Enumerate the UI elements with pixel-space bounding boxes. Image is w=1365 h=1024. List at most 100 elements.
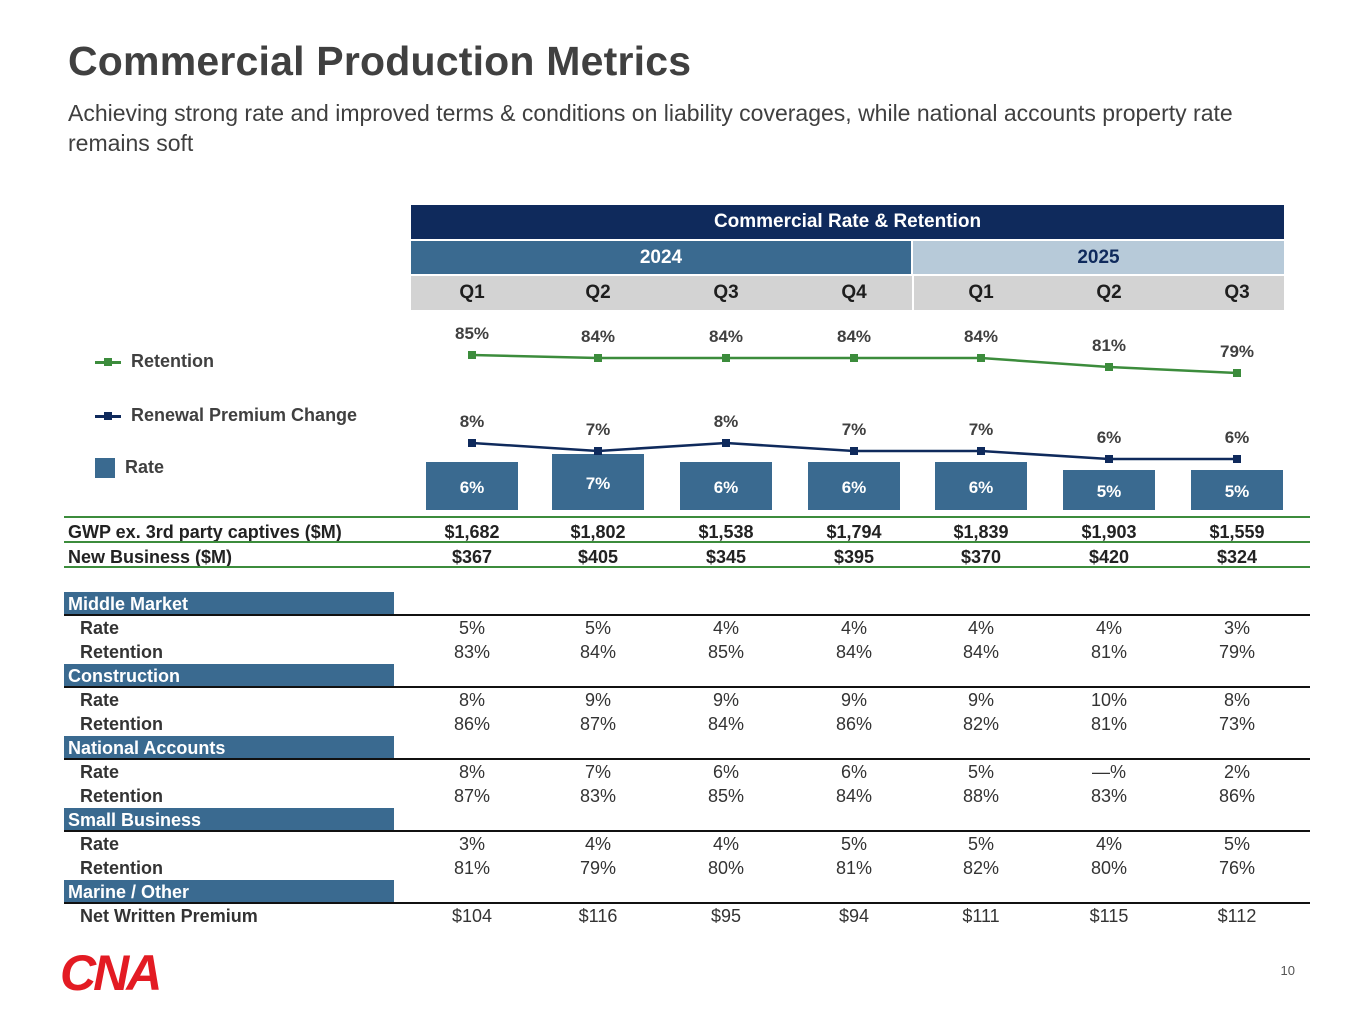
retention-legend-marker-icon bbox=[95, 357, 121, 366]
section-rule-small-business bbox=[64, 830, 1310, 832]
middle-market-rate-row-value-1: 5% bbox=[458, 618, 485, 638]
national-accounts-retention-row-value-1: 87% bbox=[453, 786, 491, 806]
small-business-rate-row-value-7: 5% bbox=[1223, 834, 1250, 854]
construction-retention-row-value-4: 86% bbox=[835, 714, 873, 734]
quarter-header-4: Q4 bbox=[841, 282, 867, 303]
renewal-label-5: 7% bbox=[969, 420, 994, 439]
legend-renewal: Renewal Premium Change bbox=[95, 405, 357, 426]
retention-label-6: 81% bbox=[1092, 336, 1126, 355]
national-accounts-retention-row-label: Retention bbox=[80, 786, 163, 806]
page-subtitle: Achieving strong rate and improved terms… bbox=[68, 100, 1233, 156]
construction-retention-row-value-5: 82% bbox=[962, 714, 1000, 734]
small-business-retention-row-value-3: 80% bbox=[707, 858, 745, 878]
gwp-row-value-3: $1,538 bbox=[698, 522, 754, 542]
page-title: Commercial Production Metrics bbox=[68, 38, 692, 84]
retention-point-7 bbox=[1233, 369, 1241, 377]
quarter-header-2: Q2 bbox=[585, 282, 611, 303]
small-business-retention-row: Retention 81% 79% 80% 81% 82% 80% 76% bbox=[0, 856, 1365, 880]
legend-rate-label: Rate bbox=[125, 457, 165, 477]
small-business-rate-row-value-2: 4% bbox=[584, 834, 611, 854]
small-business-retention-row-value-5: 82% bbox=[962, 858, 1000, 878]
retention-label-4: 84% bbox=[837, 327, 871, 346]
renewal-point-1 bbox=[468, 439, 476, 447]
marine-other-net-written-premium-row-label: Net Written Premium bbox=[80, 906, 258, 926]
middle-market-rate-row-value-3: 4% bbox=[712, 618, 739, 638]
construction-rate-row-value-4: 9% bbox=[840, 690, 867, 710]
rate-label-7: 5% bbox=[1225, 482, 1250, 501]
rate-label-6: 5% bbox=[1097, 482, 1122, 501]
table-header-title: Commercial Rate & Retention bbox=[411, 205, 1284, 239]
middle-market-rate-row: Rate 5% 5% 4% 4% 4% 4% 3% bbox=[0, 616, 1365, 640]
renewal-point-3 bbox=[722, 439, 730, 447]
gwp-row-value-1: $1,682 bbox=[444, 522, 500, 542]
small-business-rate-row-value-3: 4% bbox=[712, 834, 739, 854]
marine-other-net-written-premium-row: Net Written Premium $104 $116 $95 $94 $111 $11… bbox=[0, 904, 1365, 928]
rate-label-1: 6% bbox=[460, 478, 485, 497]
construction-rate-row: Rate 8% 9% 9% 9% 9% 10% 8% bbox=[0, 688, 1365, 712]
rate-bar-2 bbox=[552, 454, 644, 510]
retention-point-1 bbox=[468, 351, 476, 359]
rate-label-4: 6% bbox=[842, 478, 867, 497]
renewal-label-1: 8% bbox=[460, 412, 485, 431]
national-accounts-retention-row-value-3: 85% bbox=[707, 786, 745, 806]
national-accounts-rate-row-label: Rate bbox=[80, 762, 120, 782]
section-header-middle-market: Middle Market bbox=[64, 592, 394, 615]
retention-point-6 bbox=[1105, 363, 1113, 371]
new-business-row-value-6: $420 bbox=[1088, 547, 1130, 567]
construction-retention-row-label: Retention bbox=[80, 714, 163, 734]
gwp-row-value-5: $1,839 bbox=[953, 522, 1009, 542]
national-accounts-retention-row-value-5: 88% bbox=[962, 786, 1000, 806]
middle-market-retention-row: Retention 83% 84% 85% 84% 84% 81% 79% bbox=[0, 640, 1365, 664]
marine-other-net-written-premium-row-value-6: $115 bbox=[1089, 906, 1129, 926]
construction-rate-row-label: Rate bbox=[80, 690, 120, 710]
small-business-retention-row-value-6: 80% bbox=[1090, 858, 1128, 878]
gwp-bottom-rule bbox=[64, 566, 1310, 568]
new-business-row-value-2: $405 bbox=[577, 547, 619, 567]
construction-rate-row-value-7: 8% bbox=[1223, 690, 1250, 710]
gwp-row: GWP ex. 3rd party captives ($M) $1,682 $1,… bbox=[0, 520, 1365, 544]
quarter-header-6: Q2 bbox=[1096, 282, 1122, 303]
marine-other-net-written-premium-row-value-4: $94 bbox=[838, 906, 870, 926]
national-accounts-rate-row-value-7: 2% bbox=[1223, 762, 1250, 782]
middle-market-retention-row-value-3: 85% bbox=[707, 642, 745, 662]
gwp-top-rule bbox=[64, 516, 1310, 518]
renewal-label-7: 6% bbox=[1225, 428, 1250, 447]
middle-market-rate-row-label: Rate bbox=[80, 618, 120, 638]
section-header-construction: Construction bbox=[64, 664, 394, 687]
retention-point-2 bbox=[594, 354, 602, 362]
gwp-row-value-4: $1,794 bbox=[826, 522, 882, 542]
national-accounts-retention-row: Retention 87% 83% 85% 84% 88% 83% 86% bbox=[0, 784, 1365, 808]
renewal-label-6: 6% bbox=[1097, 428, 1122, 447]
year-header-2024: 2024 bbox=[411, 241, 911, 274]
renewal-legend-marker-icon bbox=[95, 411, 121, 420]
marine-other-net-written-premium-row-value-3: $95 bbox=[710, 906, 742, 926]
year-divider bbox=[912, 276, 914, 310]
small-business-retention-row-value-4: 81% bbox=[835, 858, 873, 878]
national-accounts-retention-row-value-2: 83% bbox=[579, 786, 617, 806]
gwp-mid-rule bbox=[64, 541, 1310, 543]
retention-point-3 bbox=[722, 354, 730, 362]
construction-retention-row-value-2: 87% bbox=[579, 714, 617, 734]
middle-market-rate-row-value-2: 5% bbox=[584, 618, 611, 638]
retention-point-5 bbox=[977, 354, 985, 362]
small-business-rate-row-value-5: 5% bbox=[967, 834, 994, 854]
legend-retention-label: Retention bbox=[131, 351, 214, 371]
construction-rate-row-value-3: 9% bbox=[712, 690, 739, 710]
quarter-header-3: Q3 bbox=[713, 282, 739, 303]
marine-other-net-written-premium-row-value-2: $116 bbox=[578, 906, 618, 926]
construction-rate-row-value-2: 9% bbox=[584, 690, 611, 710]
national-accounts-rate-row-value-1: 8% bbox=[458, 762, 485, 782]
small-business-rate-row-value-6: 4% bbox=[1095, 834, 1122, 854]
rate-bar-6 bbox=[1063, 470, 1155, 510]
new-business-row-value-5: $370 bbox=[960, 547, 1002, 567]
retention-label-1: 85% bbox=[455, 324, 489, 343]
middle-market-retention-row-label: Retention bbox=[80, 642, 163, 662]
quarter-header-1: Q1 bbox=[459, 282, 485, 303]
marine-other-net-written-premium-row-value-1: $104 bbox=[451, 906, 493, 926]
gwp-row-value-6: $1,903 bbox=[1081, 522, 1137, 542]
rate-bar-5 bbox=[935, 462, 1027, 510]
rate-bar-1 bbox=[426, 462, 518, 510]
section-header-small-business: Small Business bbox=[64, 808, 394, 831]
middle-market-retention-row-value-2: 84% bbox=[579, 642, 617, 662]
renewal-point-7 bbox=[1233, 455, 1241, 463]
